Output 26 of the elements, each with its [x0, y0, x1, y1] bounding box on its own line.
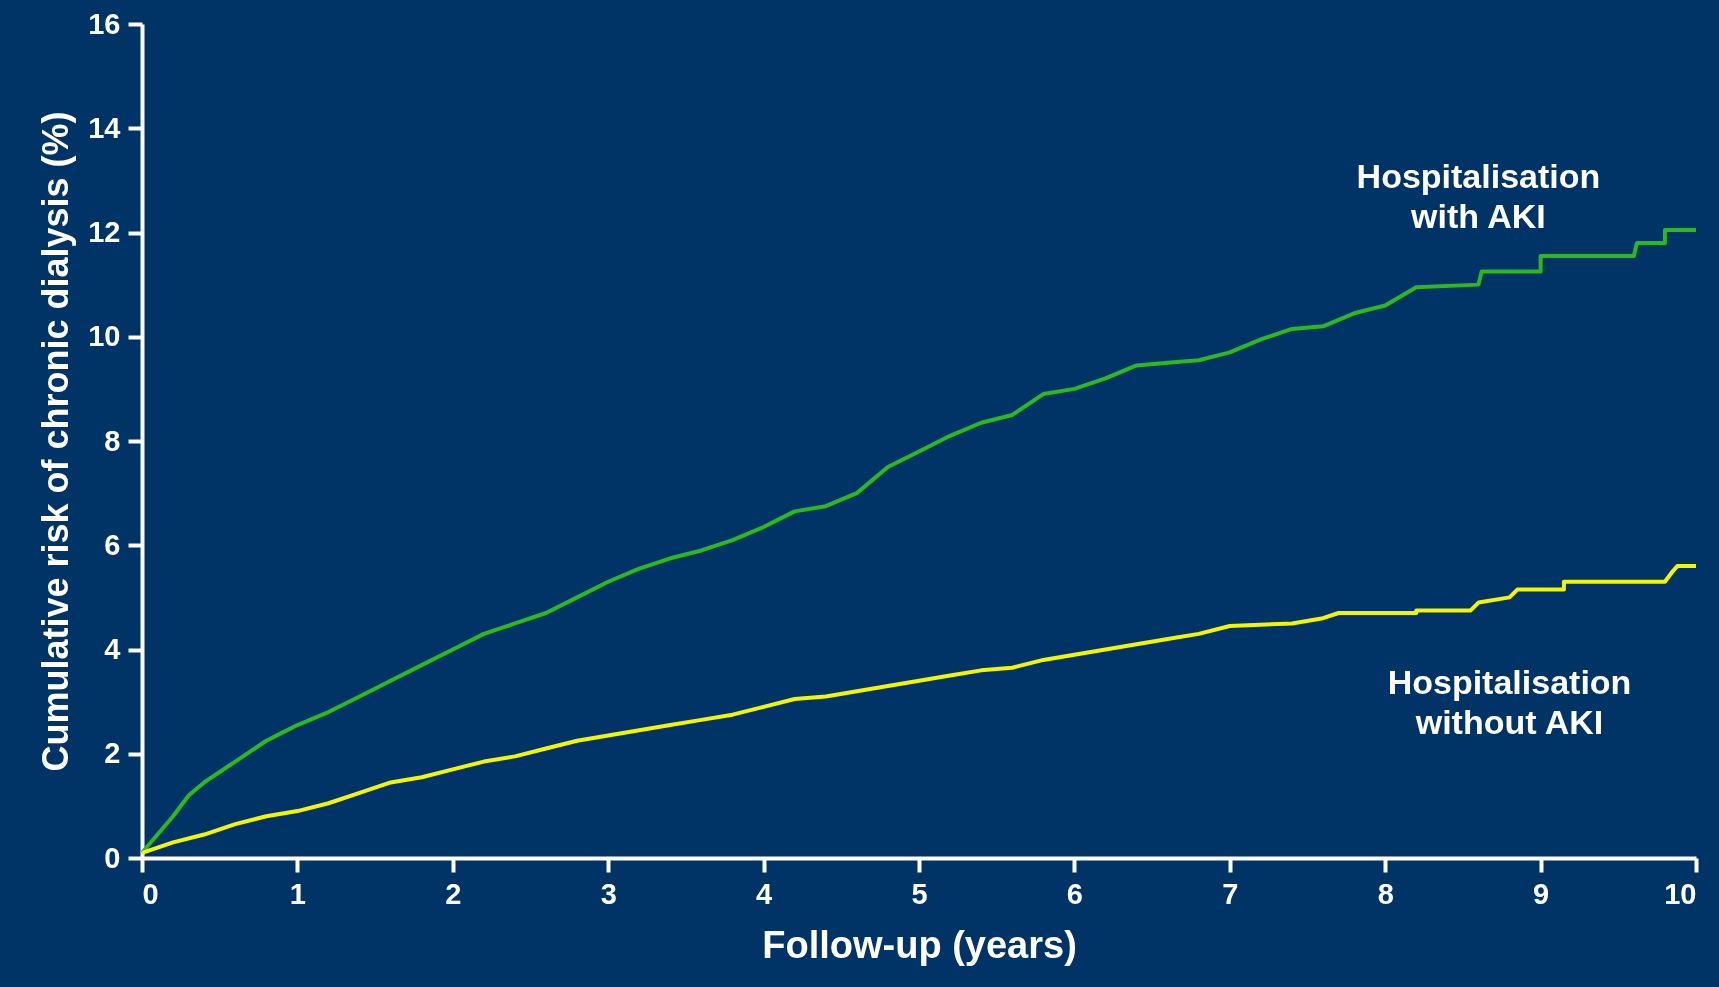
x-tick-label: 0 — [142, 877, 159, 910]
y-tick-label: 12 — [88, 216, 121, 248]
y-tick-label: 6 — [104, 528, 121, 561]
x-tick-label: 4 — [756, 877, 773, 910]
x-tick-label: 9 — [1533, 877, 1550, 910]
y-tick-label: 10 — [88, 320, 121, 353]
x-tick-label: 10 — [1664, 877, 1697, 910]
x-axis-title: Follow-up (years) — [762, 923, 1077, 966]
y-tick-label: 0 — [104, 841, 121, 874]
x-tick-label: 8 — [1377, 877, 1394, 910]
y-tick-label: 14 — [88, 111, 121, 144]
series-label: Hospitalisation without AKI — [1387, 663, 1632, 742]
y-tick-label: 4 — [104, 633, 121, 665]
x-tick-label: 2 — [445, 877, 462, 910]
x-tick-label: 1 — [289, 877, 306, 910]
y-tick-label: 16 — [88, 7, 121, 40]
y-tick-label: 2 — [104, 737, 121, 770]
x-tick-label: 7 — [1222, 877, 1239, 910]
line-series — [140, 564, 1698, 855]
line-series — [140, 227, 1698, 855]
x-tick-label: 3 — [600, 877, 617, 910]
y-tick-label: 8 — [104, 424, 121, 457]
x-tick-label: 5 — [911, 877, 928, 910]
y-axis-title: Cumulative risk of chronic dialysis (%) — [35, 111, 77, 772]
series-label: Hospitalisation with AKI — [1356, 156, 1601, 235]
x-tick-label: 6 — [1066, 877, 1083, 910]
